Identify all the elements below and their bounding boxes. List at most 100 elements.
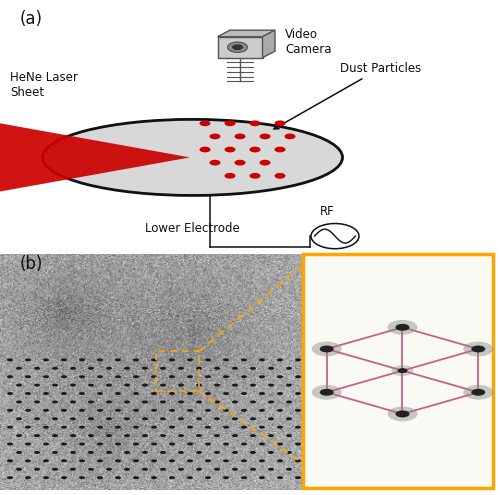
Circle shape: [178, 451, 184, 454]
Circle shape: [210, 160, 220, 165]
Circle shape: [277, 358, 283, 361]
Circle shape: [241, 443, 247, 446]
Circle shape: [160, 468, 166, 471]
Circle shape: [70, 400, 76, 403]
Circle shape: [106, 417, 112, 420]
Circle shape: [97, 443, 103, 446]
Circle shape: [160, 451, 166, 454]
Circle shape: [196, 451, 202, 454]
Circle shape: [70, 468, 76, 471]
Circle shape: [106, 434, 112, 437]
Circle shape: [234, 160, 246, 165]
Circle shape: [97, 375, 103, 378]
Circle shape: [232, 384, 238, 387]
Circle shape: [124, 468, 130, 471]
Circle shape: [79, 426, 85, 429]
Circle shape: [196, 367, 202, 370]
Circle shape: [187, 426, 193, 429]
Circle shape: [115, 392, 121, 395]
Circle shape: [241, 459, 247, 462]
Circle shape: [52, 400, 58, 403]
Circle shape: [160, 417, 166, 420]
Circle shape: [232, 417, 238, 420]
Text: (a): (a): [20, 10, 43, 29]
Circle shape: [97, 476, 103, 479]
Circle shape: [115, 375, 121, 378]
Circle shape: [133, 409, 139, 412]
Circle shape: [205, 409, 211, 412]
Circle shape: [232, 468, 238, 471]
Circle shape: [277, 392, 283, 395]
Circle shape: [312, 342, 342, 356]
Circle shape: [151, 459, 157, 462]
Circle shape: [106, 367, 112, 370]
Circle shape: [286, 400, 292, 403]
Circle shape: [268, 468, 274, 471]
Circle shape: [151, 409, 157, 412]
Circle shape: [16, 451, 22, 454]
Circle shape: [187, 476, 193, 479]
Circle shape: [223, 426, 229, 429]
Circle shape: [34, 451, 40, 454]
Circle shape: [160, 384, 166, 387]
Circle shape: [97, 409, 103, 412]
Circle shape: [16, 434, 22, 437]
Circle shape: [115, 459, 121, 462]
Circle shape: [61, 426, 67, 429]
Circle shape: [223, 409, 229, 412]
Circle shape: [232, 45, 243, 50]
Circle shape: [277, 409, 283, 412]
Circle shape: [34, 400, 40, 403]
Circle shape: [205, 358, 211, 361]
Circle shape: [52, 367, 58, 370]
Circle shape: [214, 434, 220, 437]
Circle shape: [61, 409, 67, 412]
Circle shape: [115, 358, 121, 361]
Circle shape: [61, 443, 67, 446]
Circle shape: [142, 468, 148, 471]
Circle shape: [88, 451, 94, 454]
Circle shape: [178, 417, 184, 420]
Circle shape: [196, 384, 202, 387]
Circle shape: [142, 384, 148, 387]
Circle shape: [151, 392, 157, 395]
Circle shape: [268, 451, 274, 454]
Circle shape: [7, 476, 13, 479]
Circle shape: [52, 434, 58, 437]
Circle shape: [241, 375, 247, 378]
Circle shape: [25, 476, 31, 479]
Circle shape: [16, 384, 22, 387]
Circle shape: [286, 384, 292, 387]
Circle shape: [169, 358, 175, 361]
Circle shape: [295, 426, 301, 429]
Circle shape: [25, 459, 31, 462]
Circle shape: [268, 434, 274, 437]
Circle shape: [284, 134, 296, 139]
Circle shape: [200, 120, 210, 126]
Circle shape: [214, 384, 220, 387]
Polygon shape: [218, 37, 262, 58]
Circle shape: [232, 367, 238, 370]
Circle shape: [151, 358, 157, 361]
Circle shape: [396, 410, 409, 417]
Circle shape: [464, 342, 494, 356]
Circle shape: [241, 392, 247, 395]
Circle shape: [205, 392, 211, 395]
Circle shape: [286, 451, 292, 454]
Circle shape: [52, 451, 58, 454]
Circle shape: [259, 459, 265, 462]
Circle shape: [250, 147, 260, 152]
Circle shape: [151, 426, 157, 429]
Circle shape: [268, 417, 274, 420]
Circle shape: [25, 426, 31, 429]
Circle shape: [178, 434, 184, 437]
Circle shape: [124, 384, 130, 387]
Circle shape: [169, 375, 175, 378]
Circle shape: [214, 367, 220, 370]
Circle shape: [274, 120, 285, 126]
Circle shape: [124, 400, 130, 403]
Circle shape: [106, 384, 112, 387]
Circle shape: [268, 384, 274, 387]
Circle shape: [472, 346, 486, 352]
Circle shape: [52, 468, 58, 471]
